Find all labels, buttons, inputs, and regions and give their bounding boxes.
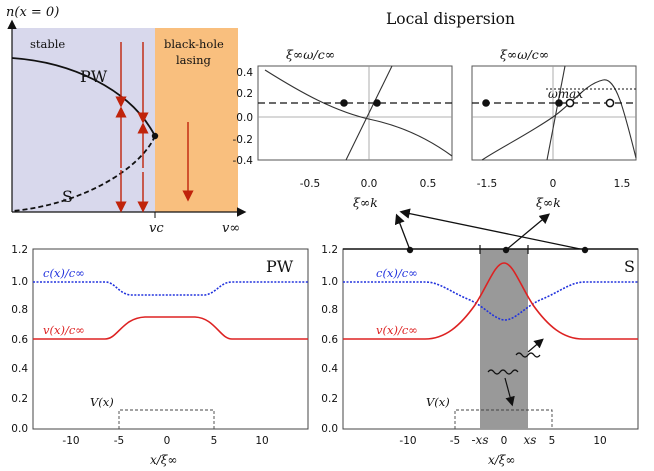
pw-potential (118, 409, 215, 429)
disp-left-curve-b (345, 65, 393, 161)
critical-point (151, 132, 159, 140)
disp-right-curve-b (546, 65, 566, 161)
disp-right-xtick: -1.5 (477, 178, 498, 190)
s-V-label: V(x) (426, 395, 450, 409)
profile-right-ytick: 0.4 (321, 363, 338, 375)
horizon-band (480, 249, 528, 429)
stable-label: stable (30, 37, 65, 51)
disp-right-xtick: 1.5 (614, 178, 631, 190)
profile-right-ytick: 1.0 (321, 276, 338, 288)
omega-max-label: ωmax (548, 87, 583, 101)
s-label: S (62, 187, 73, 206)
disp-right-xtick: 0 (550, 178, 557, 190)
link-arrows (394, 208, 586, 251)
disp-right-root-4 (605, 98, 615, 108)
profile-right-xtick: -5 (450, 435, 460, 447)
profile-right-ytick: 0.2 (321, 393, 338, 405)
disp-left-ytick: 0.2 (236, 88, 253, 100)
pw-V-label: V(x) (90, 395, 114, 409)
wave-packet-1 (487, 369, 519, 375)
disp-right-root-3 (565, 98, 575, 108)
disp-right-curve-a (481, 79, 637, 161)
phase-diagram: n(x = 0) v∞ vc stable black-hole lasing … (6, 5, 247, 236)
flow-arrows (115, 42, 194, 213)
profile-left: PW c(x)/c∞ v(x)/c∞ V(x) 1.2 1.0 0.8 0.6 … (11, 244, 309, 467)
profile-left-corner: PW (266, 257, 294, 276)
phase-xlabel: v∞ (222, 221, 240, 236)
profile-right-ytick: 1.2 (321, 244, 338, 256)
phase-ylabel: n(x = 0) (6, 5, 59, 20)
profile-left-xtick: 0 (164, 435, 171, 447)
profile-right-ytick: 0.0 (321, 423, 338, 435)
profile-left-ytick: 0.0 (11, 423, 28, 435)
profile-right-xtick: 10 (593, 435, 606, 447)
profile-right-xtick: 0 (501, 435, 508, 447)
disp-left-ytick: 0.4 (236, 67, 253, 79)
profile-right-corner: S (624, 257, 635, 276)
bh-label-2: lasing (176, 53, 212, 67)
profile-left-ytick: 0.6 (11, 334, 28, 346)
s-marker-3 (581, 246, 589, 254)
disp-left-top-label: ξ∞ω/c∞ (286, 47, 335, 62)
disp-left-root-2 (373, 99, 381, 107)
disp-left-ytick: -0.4 (233, 155, 254, 167)
profile-left-xtick: -10 (62, 435, 79, 447)
s-marker-1 (406, 246, 414, 254)
s-v-curve (343, 262, 638, 340)
profile-right-ytick: 0.8 (321, 304, 338, 316)
pw-v-label: v(x)/c∞ (43, 323, 85, 337)
disp-right-top-label: ξ∞ω/c∞ (500, 47, 549, 62)
s-c-curve (343, 281, 638, 321)
disp-left-curve-a (264, 69, 453, 157)
s-c-label: c(x)/c∞ (376, 266, 418, 280)
s-v-label: v(x)/c∞ (376, 323, 418, 337)
disp-left-root-1 (340, 99, 348, 107)
profile-right-xtick: xs (524, 433, 537, 447)
black-hole-region (155, 28, 238, 212)
profile-right-xtick: -xs (472, 433, 489, 447)
stable-region (12, 28, 155, 212)
profile-left-xlabel: x/ξ∞ (150, 453, 177, 467)
wave-packet-2 (515, 352, 541, 358)
pw-v-curve (33, 316, 308, 340)
disp-left-xtick: 0.0 (361, 178, 378, 190)
bh-label-1: black-hole (164, 37, 224, 51)
profile-left-ytick: 0.2 (11, 393, 28, 405)
profile-left-xtick: 5 (211, 435, 218, 447)
disp-left-xtick: -0.5 (300, 178, 321, 190)
disp-right-frame (471, 65, 637, 161)
disp-right-bottom-label: ξ∞k (536, 195, 561, 210)
s-marker-2 (502, 246, 510, 254)
disp-left-bottom-label: ξ∞k (353, 195, 378, 210)
profile-left-xtick: 10 (255, 435, 268, 447)
dispersion-title: Local dispersion (386, 10, 515, 28)
disp-right-root-1 (482, 99, 490, 107)
profile-right-xtick: 5 (549, 435, 556, 447)
profile-left-ytick: 0.8 (11, 304, 28, 316)
profile-right-ytick: 0.6 (321, 334, 338, 346)
disp-left-frame (257, 65, 453, 161)
pw-c-label: c(x)/c∞ (43, 266, 85, 280)
dispersion-left: ξ∞ω/c∞ 0.4 0.2 0.0 -0.2 -0.4 -0.5 0.0 0.… (233, 47, 453, 210)
vc-label: vc (149, 221, 164, 236)
profile-left-ytick: 1.2 (11, 244, 28, 256)
disp-left-ytick: -0.2 (233, 134, 254, 146)
dispersion-right: ξ∞ω/c∞ ωmax -1.5 0 1.5 ξ∞k (471, 47, 637, 210)
profile-right-xlabel: x/ξ∞ (488, 453, 515, 467)
pw-label: PW (80, 67, 108, 86)
pw-c-curve (33, 281, 308, 296)
profile-left-ytick: 1.0 (11, 276, 28, 288)
profile-left-ytick: 0.4 (11, 363, 28, 375)
s-potential (454, 409, 553, 429)
disp-left-xtick: 0.5 (420, 178, 437, 190)
disp-right-root-2 (555, 99, 563, 107)
profile-right-xtick: -10 (399, 435, 416, 447)
disp-left-ytick: 0.0 (236, 112, 253, 124)
profile-left-xtick: -5 (114, 435, 124, 447)
profile-right: S c(x)/c∞ v(x)/c∞ V(x) 1.2 1.0 0.8 0.6 0… (321, 244, 639, 467)
